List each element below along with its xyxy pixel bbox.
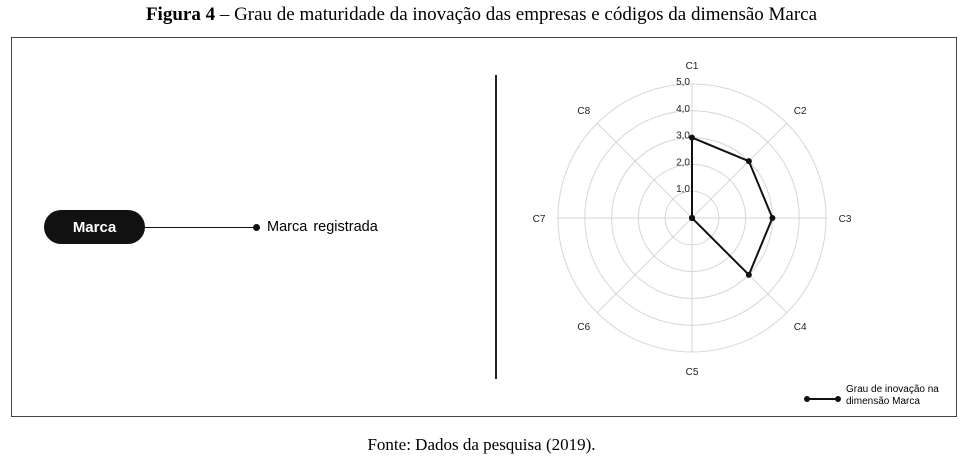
- radar-category-label: C3: [839, 214, 852, 225]
- legend-label: Grau de inovação na dimensão Marca: [846, 384, 939, 407]
- radar-tick-label: 1,0: [676, 184, 690, 195]
- branch-endpoint-dot: [253, 224, 260, 231]
- radar-data-point: [745, 158, 752, 165]
- figure-source: Fonte: Dados da pesquisa (2019).: [367, 435, 596, 454]
- legend-line-sample: [806, 398, 838, 400]
- radar-spoke: [596, 122, 693, 219]
- radar-category-label: C8: [577, 106, 590, 117]
- radar-category-label: C7: [533, 214, 546, 225]
- branch-label: Marca registrada: [267, 219, 378, 235]
- legend-marker-right: [835, 396, 841, 402]
- radar-data-point: [689, 134, 695, 141]
- radar-tick-label: 5,0: [676, 77, 690, 88]
- branch-connector: [145, 227, 255, 228]
- radar-category-label: C2: [794, 106, 807, 117]
- figure-title: – Grau de maturidade da inovação das emp…: [215, 4, 818, 25]
- radar-category-label: C6: [577, 322, 590, 333]
- radar-tick-label: 4,0: [676, 104, 690, 115]
- radar-category-label: C1: [686, 61, 699, 72]
- section-divider: [495, 75, 497, 379]
- radar-data-point: [745, 271, 752, 278]
- figure-frame: [11, 37, 957, 417]
- radar-series-line: [691, 136, 774, 276]
- radar-data-point: [689, 215, 695, 221]
- figure-caption: Figura 4 – Grau de maturidade da inovaçã…: [0, 4, 963, 26]
- radar-tick-label: 3,0: [676, 131, 690, 142]
- legend-marker-left: [804, 396, 810, 402]
- radar-spoke: [691, 122, 788, 219]
- radar-tick-label: 2,0: [676, 157, 690, 168]
- dimension-node-label: Marca: [72, 218, 117, 236]
- radar-data-point: [769, 215, 776, 221]
- radar-spoke: [596, 217, 693, 314]
- radar-category-label: C4: [794, 322, 807, 333]
- radar-category-label: C5: [686, 367, 699, 378]
- figure-label: Figura 4: [145, 4, 216, 25]
- dimension-node: Marca: [44, 210, 145, 244]
